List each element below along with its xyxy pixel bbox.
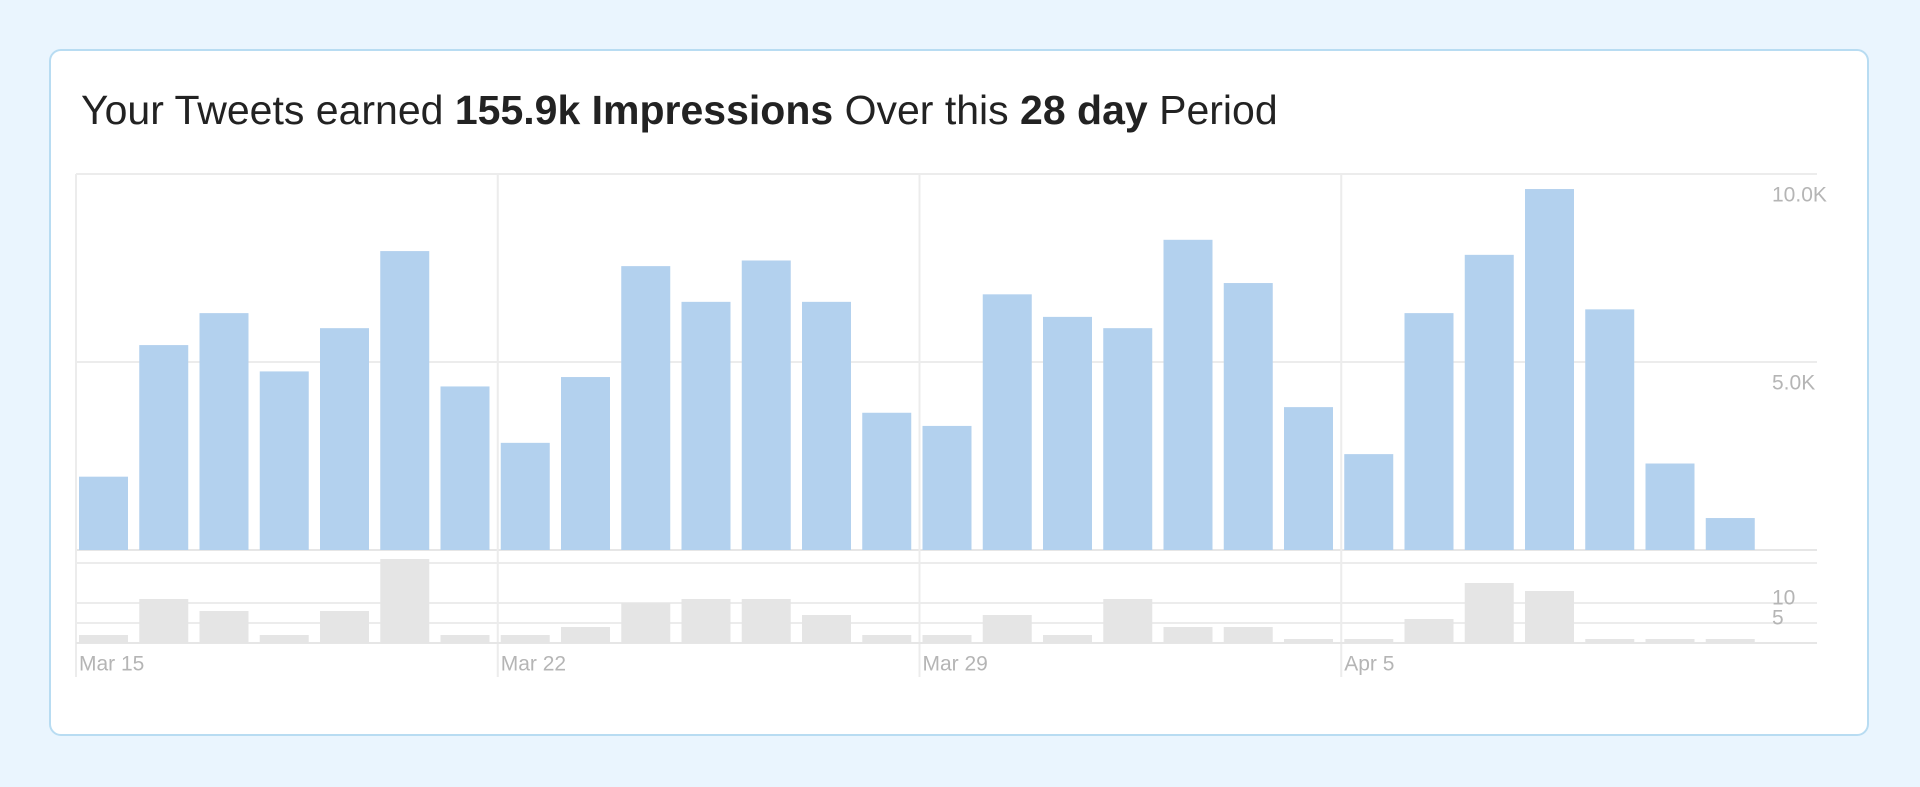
bar <box>1464 583 1514 643</box>
bar <box>802 301 851 550</box>
bar <box>139 599 189 643</box>
bar <box>1043 635 1092 643</box>
bar <box>681 599 731 643</box>
bar <box>1585 309 1635 550</box>
bar <box>1223 627 1273 643</box>
title-part: 28 day <box>1020 87 1148 133</box>
y-tick-label: 10.0K <box>1772 184 1827 207</box>
bar <box>561 377 610 550</box>
x-tick-label: Mar 22 <box>501 653 566 676</box>
x-tick-label: Mar 29 <box>923 653 988 676</box>
bar <box>681 301 731 550</box>
y-tick-label: 5.0K <box>1772 372 1815 395</box>
title-part: Your Tweets earned <box>81 87 444 133</box>
bar <box>79 635 128 643</box>
bar <box>1525 591 1574 643</box>
bar <box>741 260 791 550</box>
x-tick-label: Apr 5 <box>1344 653 1394 676</box>
bar <box>139 345 189 550</box>
bar <box>862 412 912 550</box>
bar <box>500 442 550 550</box>
bar <box>1645 463 1695 550</box>
bar <box>1043 316 1092 550</box>
bar <box>1163 239 1213 551</box>
bar <box>1585 639 1635 643</box>
bar <box>741 599 791 643</box>
bar <box>199 313 249 550</box>
y-tick-label: 10 <box>1772 587 1795 610</box>
bar <box>1705 518 1755 550</box>
bar <box>440 635 490 643</box>
bar <box>1645 639 1695 643</box>
bar <box>982 615 1032 643</box>
bar <box>922 425 972 550</box>
bar <box>199 611 249 643</box>
title-part: 155.9k Impressions <box>454 87 834 133</box>
bar <box>259 635 309 643</box>
bar <box>922 635 972 643</box>
bar <box>1404 619 1454 643</box>
bar <box>1344 639 1394 643</box>
bar <box>862 635 912 643</box>
title-part: Period <box>1159 87 1278 133</box>
bar <box>1464 254 1514 550</box>
title-part: Over this <box>844 87 1009 133</box>
bar <box>1705 639 1755 643</box>
bar <box>500 635 550 643</box>
bar <box>621 603 671 643</box>
bar <box>982 294 1032 550</box>
bar <box>380 251 430 550</box>
bar <box>1344 454 1394 550</box>
bar <box>259 371 309 550</box>
bar <box>1103 599 1153 643</box>
bar <box>1525 189 1574 551</box>
bar <box>561 627 610 643</box>
bar <box>802 615 851 643</box>
y-tick-label: 5 <box>1772 607 1784 630</box>
bar <box>320 611 369 643</box>
bar <box>1223 283 1273 550</box>
bar <box>1163 627 1213 643</box>
bar <box>320 328 369 550</box>
bar <box>380 559 430 643</box>
bar <box>1404 313 1454 550</box>
bar <box>621 266 671 550</box>
bar <box>1284 407 1333 550</box>
bar <box>1103 328 1153 550</box>
bar <box>440 386 490 550</box>
bar <box>79 476 128 550</box>
x-tick-label: Mar 15 <box>79 653 144 676</box>
title: Your Tweets earned 155.9k Impressions Ov… <box>81 87 1278 134</box>
bar <box>1284 639 1333 643</box>
